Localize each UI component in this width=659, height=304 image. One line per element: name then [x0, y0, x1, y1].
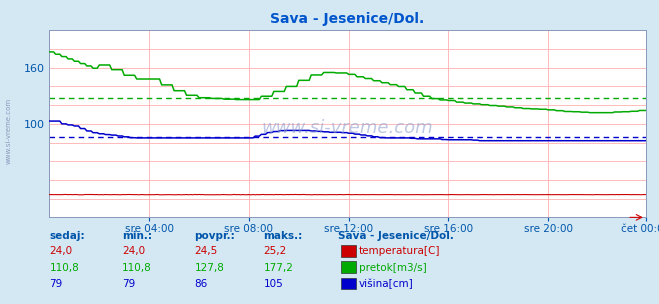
Text: 79: 79 — [49, 279, 63, 289]
Text: 127,8: 127,8 — [194, 263, 224, 273]
Text: www.si-vreme.com: www.si-vreme.com — [262, 119, 434, 136]
Text: www.si-vreme.com: www.si-vreme.com — [5, 98, 11, 164]
Text: višina[cm]: višina[cm] — [359, 278, 414, 289]
Text: min.:: min.: — [122, 231, 152, 241]
Text: 110,8: 110,8 — [49, 263, 79, 273]
Text: 86: 86 — [194, 279, 208, 289]
Title: Sava - Jesenice/Dol.: Sava - Jesenice/Dol. — [270, 12, 425, 26]
Text: 24,0: 24,0 — [49, 247, 72, 257]
Text: 24,0: 24,0 — [122, 247, 145, 257]
Text: maks.:: maks.: — [264, 231, 303, 241]
Text: 177,2: 177,2 — [264, 263, 293, 273]
Text: povpr.:: povpr.: — [194, 231, 235, 241]
Text: temperatura[C]: temperatura[C] — [359, 247, 441, 257]
Text: 25,2: 25,2 — [264, 247, 287, 257]
Text: 110,8: 110,8 — [122, 263, 152, 273]
Text: 24,5: 24,5 — [194, 247, 217, 257]
Text: pretok[m3/s]: pretok[m3/s] — [359, 263, 427, 273]
Text: sedaj:: sedaj: — [49, 231, 85, 241]
Text: 105: 105 — [264, 279, 283, 289]
Text: 79: 79 — [122, 279, 135, 289]
Text: Sava - Jesenice/Dol.: Sava - Jesenice/Dol. — [338, 231, 454, 241]
